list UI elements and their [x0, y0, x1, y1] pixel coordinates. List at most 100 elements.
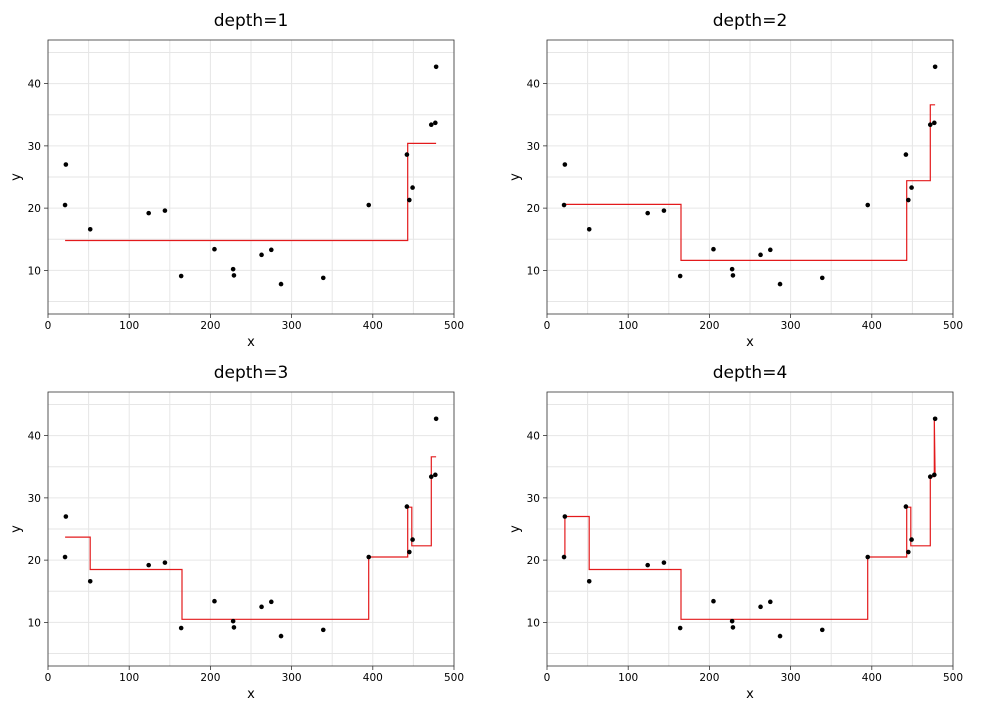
plot-area — [47, 39, 455, 315]
x-tick-label: 300 — [781, 672, 801, 684]
y-tick-label: 30 — [28, 141, 41, 153]
y-tick-label: 30 — [527, 141, 540, 153]
data-point — [903, 152, 909, 157]
data-point — [758, 604, 763, 610]
step-fit-line — [65, 142, 437, 242]
y-tick-label: 20 — [28, 203, 41, 215]
data-point — [561, 554, 567, 560]
data-point — [909, 537, 914, 542]
data-point — [320, 627, 326, 633]
x-tick-label: 100 — [618, 672, 638, 684]
data-point — [433, 64, 439, 70]
x-tick-label: 0 — [45, 320, 52, 332]
data-point — [320, 275, 326, 281]
data-point — [178, 625, 184, 631]
data-point — [645, 210, 650, 216]
data-point — [819, 627, 825, 633]
data-point — [62, 554, 68, 560]
data-point — [162, 208, 168, 213]
data-point — [433, 472, 438, 478]
x-axis-title: x — [746, 335, 754, 350]
y-tick-label: 40 — [28, 431, 41, 443]
y-tick-label: 40 — [527, 79, 540, 91]
x-tick-label: 500 — [943, 320, 963, 332]
data-point — [768, 247, 773, 253]
data-point — [661, 208, 667, 213]
plot-area — [47, 391, 455, 667]
y-axis-title: y — [508, 525, 523, 533]
data-point — [407, 549, 412, 555]
data-point — [661, 560, 667, 565]
data-point — [729, 266, 735, 272]
data-point — [259, 252, 264, 258]
x-tick-label: 200 — [200, 672, 220, 684]
chart-title: depth=2 — [713, 11, 788, 31]
data-point — [87, 579, 93, 584]
data-point — [562, 514, 568, 519]
data-point — [63, 514, 69, 519]
data-point — [146, 562, 151, 568]
data-point — [404, 152, 410, 157]
data-point — [433, 120, 438, 126]
chart-panel-4: 0 100 200 300 400 500 10 20 30 40 depth=4 x y — [508, 363, 963, 702]
data-point — [231, 273, 237, 278]
x-tick-label: 0 — [544, 320, 551, 332]
data-point — [146, 210, 151, 216]
x-tick-label: 300 — [282, 672, 302, 684]
x-tick-label: 500 — [943, 672, 963, 684]
data-point — [932, 120, 937, 126]
data-point — [927, 474, 933, 479]
data-point — [562, 162, 568, 167]
x-tick-label: 200 — [699, 320, 719, 332]
x-axis-title: x — [746, 687, 754, 702]
x-tick-label: 400 — [363, 672, 383, 684]
data-point — [865, 554, 871, 560]
x-tick-label: 400 — [862, 320, 882, 332]
x-axis-title: x — [247, 687, 255, 702]
data-point — [927, 122, 933, 127]
data-point — [62, 202, 68, 208]
data-point — [404, 504, 410, 509]
y-tick-label: 20 — [28, 555, 41, 567]
data-point — [230, 266, 236, 272]
data-point — [677, 273, 683, 279]
data-point — [932, 416, 938, 422]
data-point — [730, 625, 736, 630]
data-point — [865, 202, 871, 208]
data-point — [410, 185, 415, 190]
x-tick-label: 100 — [618, 320, 638, 332]
x-tick-label: 0 — [544, 672, 551, 684]
data-point — [819, 275, 825, 281]
data-point — [777, 281, 783, 287]
chart-title: depth=1 — [214, 11, 289, 31]
x-tick-label: 500 — [444, 672, 464, 684]
y-tick-label: 30 — [28, 493, 41, 505]
chart-panel-3: 0 100 200 300 400 500 10 20 30 40 depth=3 x y — [9, 363, 464, 702]
data-point — [777, 633, 783, 639]
y-tick-label: 30 — [527, 493, 540, 505]
data-point — [645, 562, 650, 568]
data-point — [269, 599, 274, 605]
data-point — [178, 273, 184, 279]
x-tick-label: 400 — [363, 320, 383, 332]
plot-area — [546, 391, 954, 667]
chart-title: depth=3 — [214, 363, 289, 383]
chart-title: depth=4 — [713, 363, 788, 383]
data-point — [586, 227, 592, 232]
step-fit-line — [65, 456, 437, 620]
data-point — [278, 633, 284, 639]
x-tick-label: 100 — [119, 672, 139, 684]
chart-panel-2: 0 100 200 300 400 500 10 20 30 40 depth=2 x y — [508, 11, 963, 350]
data-point — [231, 625, 237, 630]
data-point — [230, 618, 236, 624]
data-point — [87, 227, 93, 232]
data-point — [428, 474, 434, 479]
y-tick-label: 10 — [527, 265, 540, 277]
y-tick-label: 10 — [28, 265, 41, 277]
x-axis-title: x — [247, 335, 255, 350]
data-point — [711, 598, 716, 604]
data-point — [586, 579, 592, 584]
chart-panel-1: 0 100 200 300 400 500 10 20 30 40 depth=1 x y — [9, 11, 464, 350]
data-point — [212, 598, 217, 604]
